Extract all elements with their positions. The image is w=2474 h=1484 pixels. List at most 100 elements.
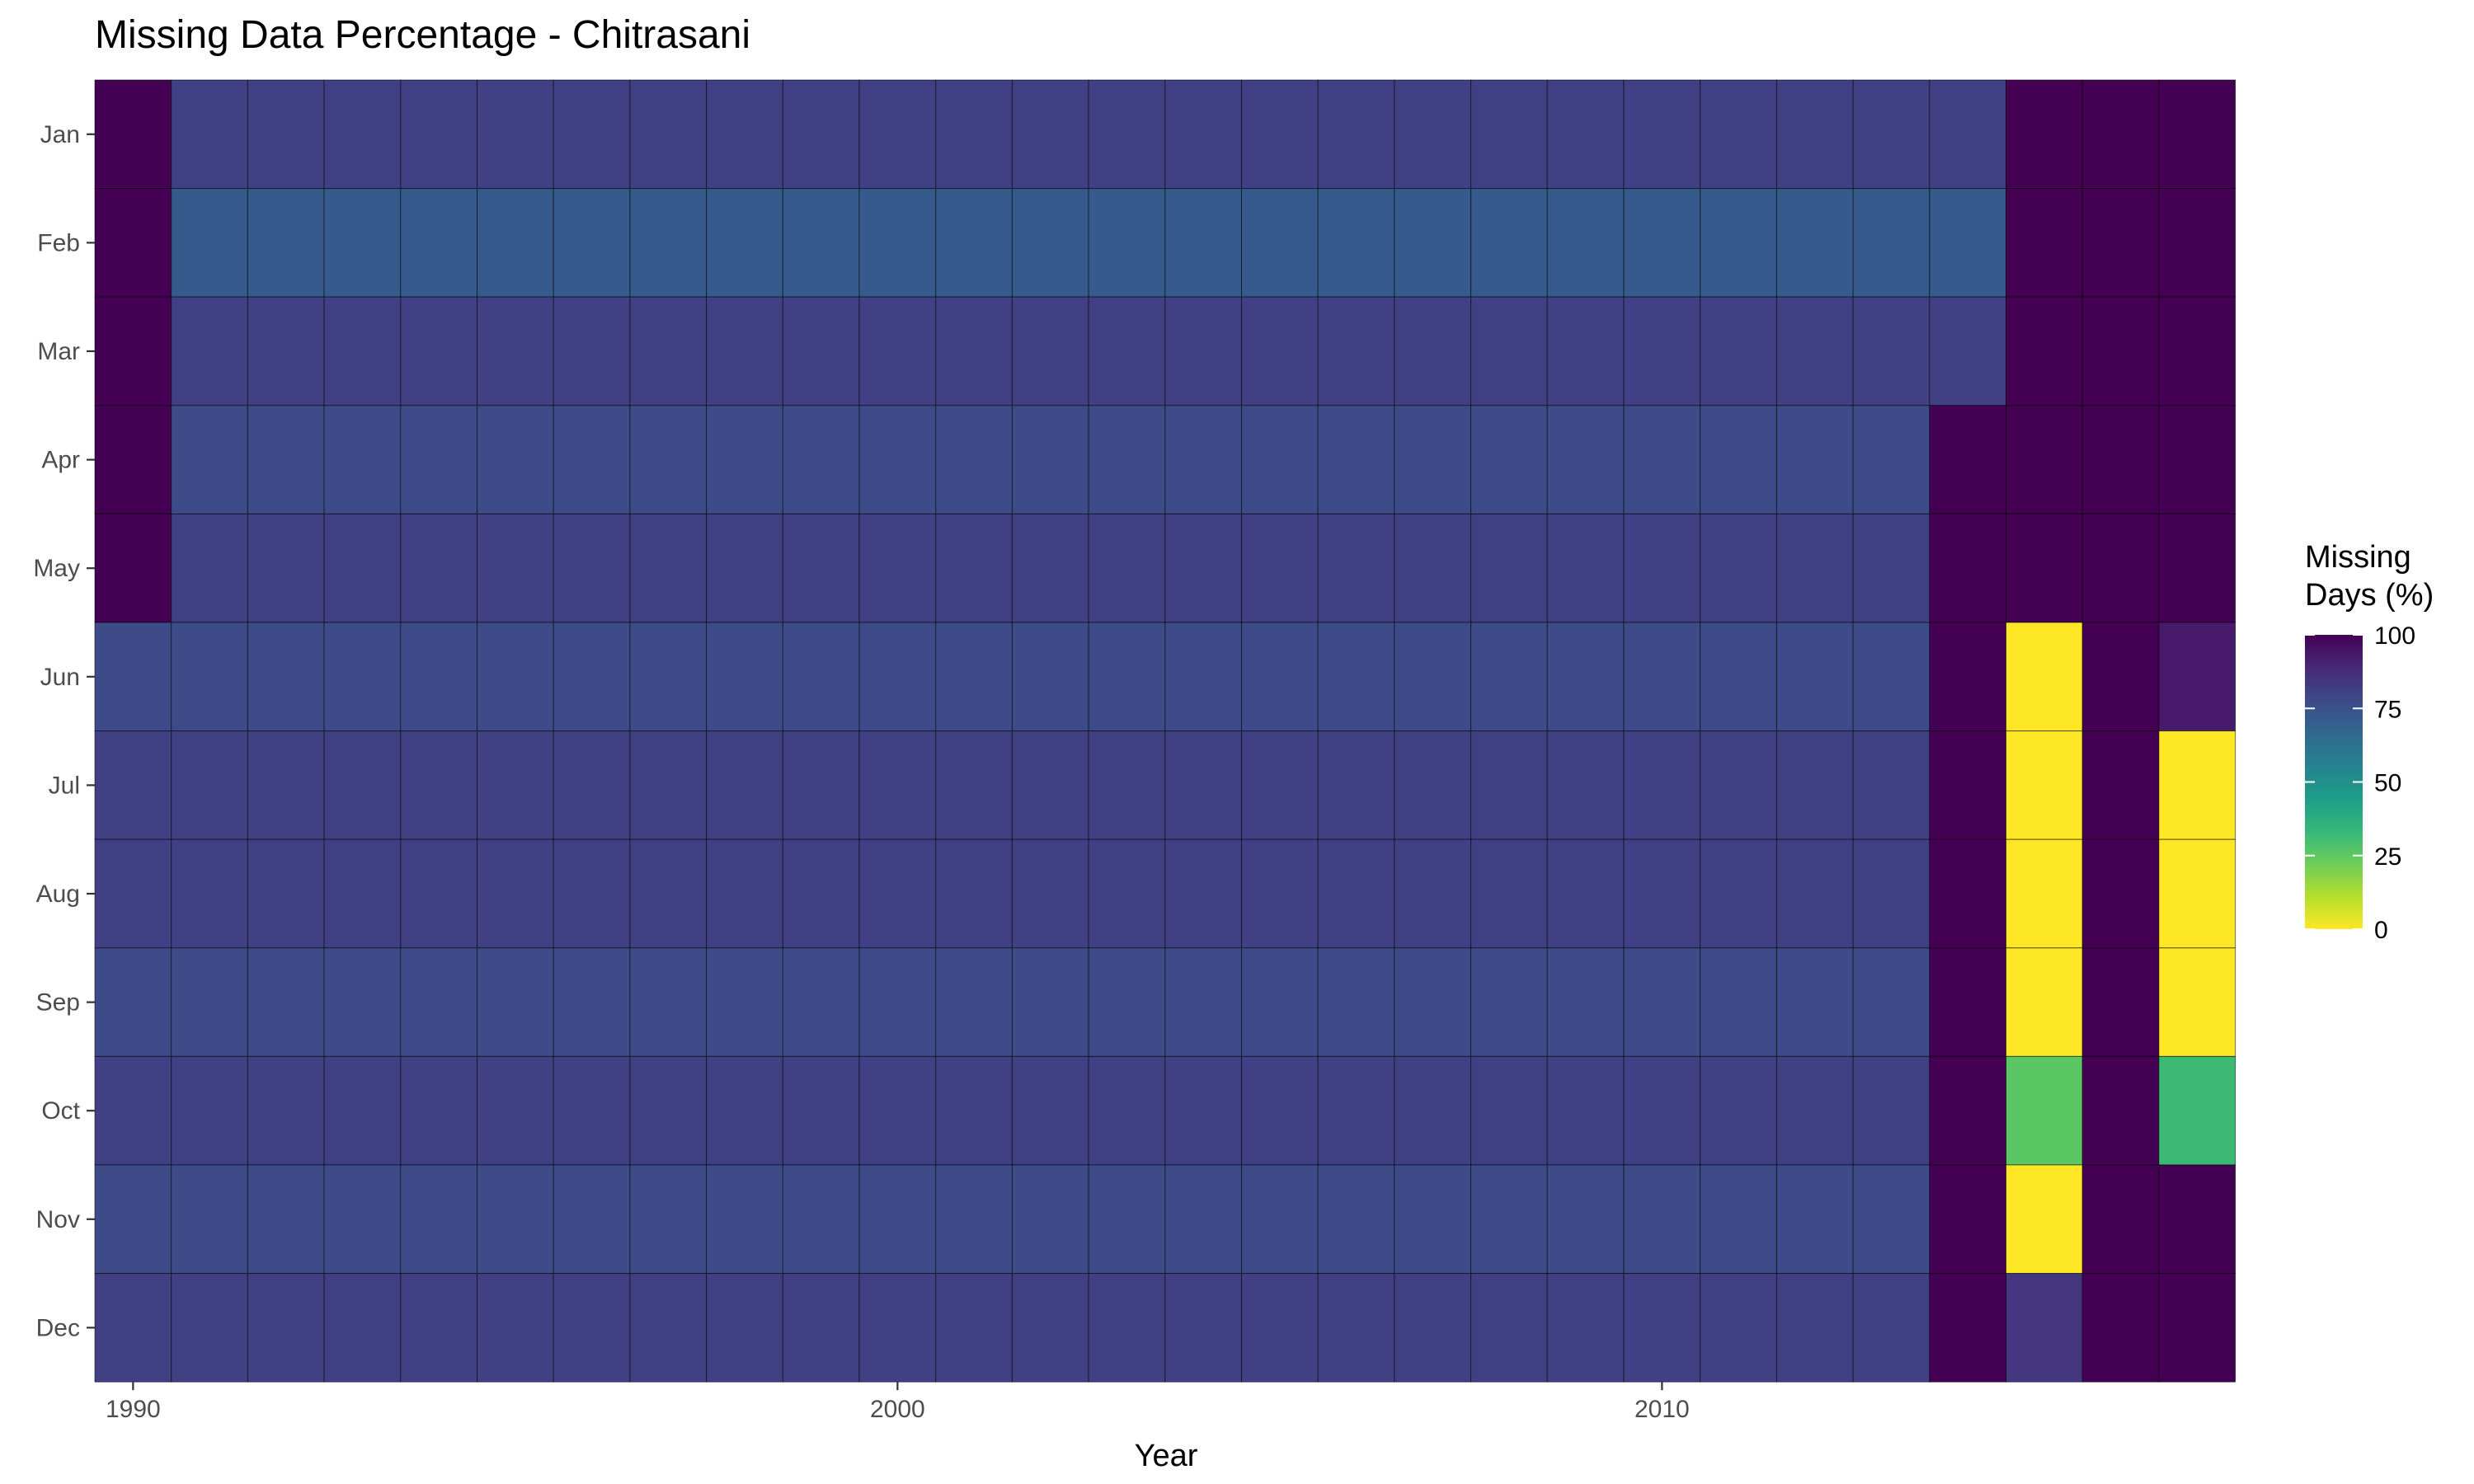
heatmap-cell-jul-1992 [247,730,325,840]
heatmap-cell-sep-2008 [1470,947,1548,1057]
heatmap-cell-sep-2012 [1776,947,1854,1057]
heatmap-cell-jan-2010 [1623,79,1701,190]
heatmap-cell-apr-2014 [1929,405,2007,514]
heatmap-cell-jan-2014 [1929,79,2007,190]
heatmap-cell-sep-2007 [1394,947,1472,1057]
heatmap-cell-apr-1998 [706,405,783,514]
heatmap-cell-dec-2012 [1776,1273,1854,1383]
heatmap-cell-feb-2017 [2158,188,2236,298]
heatmap-cell-sep-1993 [323,947,402,1057]
heatmap-cell-dec-2002 [1011,1273,1089,1383]
heatmap-cell-may-2017 [2158,513,2236,623]
heatmap-cell-dec-2015 [2006,1273,2083,1383]
heatmap-cell-feb-1992 [247,188,325,298]
heatmap-cell-apr-1990 [94,405,172,514]
heatmap-cell-sep-1997 [629,947,708,1057]
heatmap-cell-jan-1994 [400,79,477,190]
heatmap-cell-may-1997 [629,513,708,623]
heatmap-cell-aug-2002 [1011,838,1089,949]
heatmap-cell-mar-2015 [2006,296,2083,406]
legend-label-25: 25 [2374,843,2401,871]
heatmap-cell-may-2012 [1776,513,1854,623]
heatmap-cell-feb-2008 [1470,188,1548,298]
heatmap-cell-apr-2010 [1623,405,1701,514]
heatmap-cell-feb-2011 [1700,188,1777,298]
heatmap-cell-mar-1995 [477,296,554,406]
heatmap-cell-sep-2010 [1623,947,1701,1057]
heatmap-cell-oct-2002 [1011,1055,1089,1166]
heatmap-cell-mar-1993 [323,296,402,406]
heatmap-cell-may-2014 [1929,513,2007,623]
heatmap-cell-nov-2004 [1164,1164,1243,1275]
heatmap-cell-jul-2016 [2081,730,2160,840]
heatmap-cell-jun-2011 [1700,622,1777,732]
heatmap-cell-jul-2005 [1241,730,1319,840]
heatmap-cell-sep-1990 [94,947,172,1057]
heatmap-cell-jul-1995 [477,730,554,840]
heatmap-cell-may-2009 [1546,513,1625,623]
heatmap-cell-nov-1998 [706,1164,783,1275]
heatmap-cell-aug-2012 [1776,838,1854,949]
heatmap-cell-jan-2006 [1317,79,1395,190]
heatmap-cell-may-2007 [1394,513,1472,623]
legend-label-75: 75 [2374,696,2401,723]
heatmap-cell-oct-1993 [323,1055,402,1166]
heatmap-cell-may-2010 [1623,513,1701,623]
heatmap-cell-jul-2012 [1776,730,1854,840]
heatmap-cell-jan-2007 [1394,79,1472,190]
x-tick-label-2010: 2010 [1634,1396,1690,1423]
heatmap-cell-jun-1994 [400,622,477,732]
heatmap-cell-apr-1995 [477,405,554,514]
heatmap-cell-oct-1995 [477,1055,554,1166]
heatmap-cell-oct-2011 [1700,1055,1777,1166]
heatmap-cell-jan-1993 [323,79,402,190]
heatmap-cell-jun-2016 [2081,622,2160,732]
heatmap-cell-jan-1991 [171,79,248,190]
heatmap-cell-aug-2014 [1929,838,2007,949]
y-tick-label-jan: Jan [40,121,80,148]
heatmap-cell-jan-2001 [935,79,1013,190]
heatmap-cell-dec-2009 [1546,1273,1625,1383]
heatmap-cell-dec-2008 [1470,1273,1548,1383]
heatmap-cell-apr-1996 [553,405,631,514]
x-axis-title: Year [1135,1439,1198,1473]
heatmap-cell-nov-2013 [1852,1164,1931,1275]
heatmap-cell-apr-2009 [1546,405,1625,514]
heatmap-cell-mar-1992 [247,296,325,406]
heatmap-cell-jun-1999 [782,622,860,732]
heatmap-cell-feb-2004 [1164,188,1243,298]
heatmap-cell-jan-2009 [1546,79,1625,190]
heatmap-cell-mar-2012 [1776,296,1854,406]
heatmap-cell-mar-1998 [706,296,783,406]
heatmap-cell-feb-1995 [477,188,554,298]
heatmap-cell-aug-1997 [629,838,708,949]
heatmap-cell-nov-1996 [553,1164,631,1275]
heatmap-cell-mar-2004 [1164,296,1243,406]
heatmap-cell-jul-2000 [858,730,937,840]
heatmap-cell-dec-2013 [1852,1273,1931,1383]
heatmap-cell-jun-2008 [1470,622,1548,732]
heatmap-cell-jul-1999 [782,730,860,840]
heatmap-cell-dec-2000 [858,1273,937,1383]
heatmap-cell-apr-2006 [1317,405,1395,514]
heatmap-cell-oct-1994 [400,1055,477,1166]
heatmap-cell-may-1998 [706,513,783,623]
heatmap-cell-jul-2009 [1546,730,1625,840]
heatmap-cell-mar-2008 [1470,296,1548,406]
heatmap-cell-oct-2003 [1088,1055,1166,1166]
heatmap-cell-mar-2007 [1394,296,1472,406]
y-tick-label-nov: Nov [36,1206,80,1233]
heatmap-cell-dec-2016 [2081,1273,2160,1383]
heatmap-cell-nov-2011 [1700,1164,1777,1275]
heatmap-cell-sep-1996 [553,947,631,1057]
heatmap-cell-mar-2000 [858,296,937,406]
heatmap-cell-may-1992 [247,513,325,623]
heatmap-cell-sep-1995 [477,947,554,1057]
heatmap-cell-feb-1993 [323,188,402,298]
heatmap-cell-nov-1994 [400,1164,477,1275]
heatmap-cell-nov-2006 [1317,1164,1395,1275]
heatmap-cell-apr-2013 [1852,405,1931,514]
heatmap-cell-oct-2004 [1164,1055,1243,1166]
heatmap-cell-jan-1998 [706,79,783,190]
